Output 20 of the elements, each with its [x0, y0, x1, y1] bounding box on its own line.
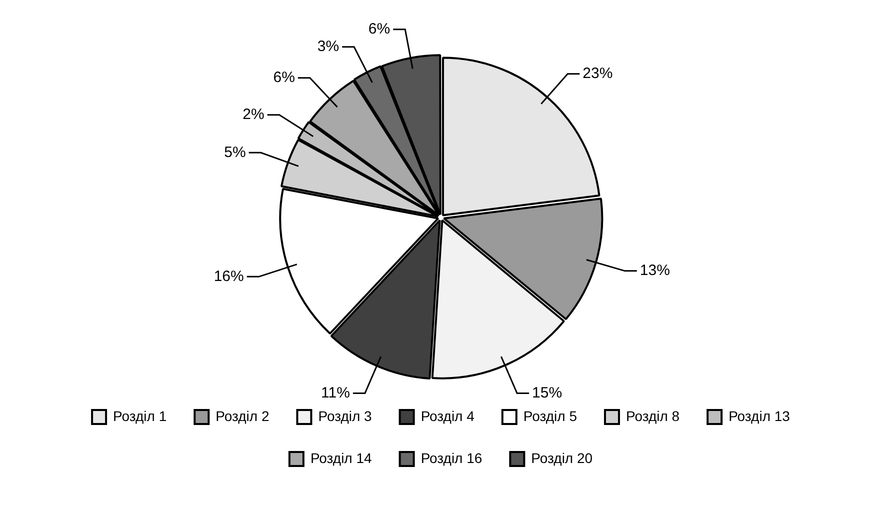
legend-label: Розділ 1: [113, 408, 167, 424]
legend-label: Розділ 20: [531, 450, 593, 466]
legend-label: Розділ 5: [523, 408, 578, 424]
legend-label: Розділ 8: [626, 408, 680, 424]
data-label: 2%: [242, 106, 264, 124]
data-label: 13%: [640, 262, 670, 280]
legend-label: Розділ 4: [420, 408, 475, 424]
legend-label: Розділ 3: [318, 408, 372, 424]
legend-label: Розділ 14: [310, 450, 372, 466]
data-label: 16%: [214, 268, 244, 285]
legend-label: Розділ 2: [216, 408, 270, 424]
data-label: 6%: [273, 69, 295, 86]
data-label: 15%: [532, 384, 562, 402]
data-label: 5%: [224, 144, 246, 161]
data-label: 6%: [368, 20, 390, 38]
legend-label: Розділ 16: [420, 450, 482, 466]
legend-label: Розділ 13: [728, 408, 790, 424]
data-label: 3%: [317, 38, 340, 56]
data-label: 23%: [582, 64, 613, 82]
data-label: 11%: [321, 384, 350, 402]
